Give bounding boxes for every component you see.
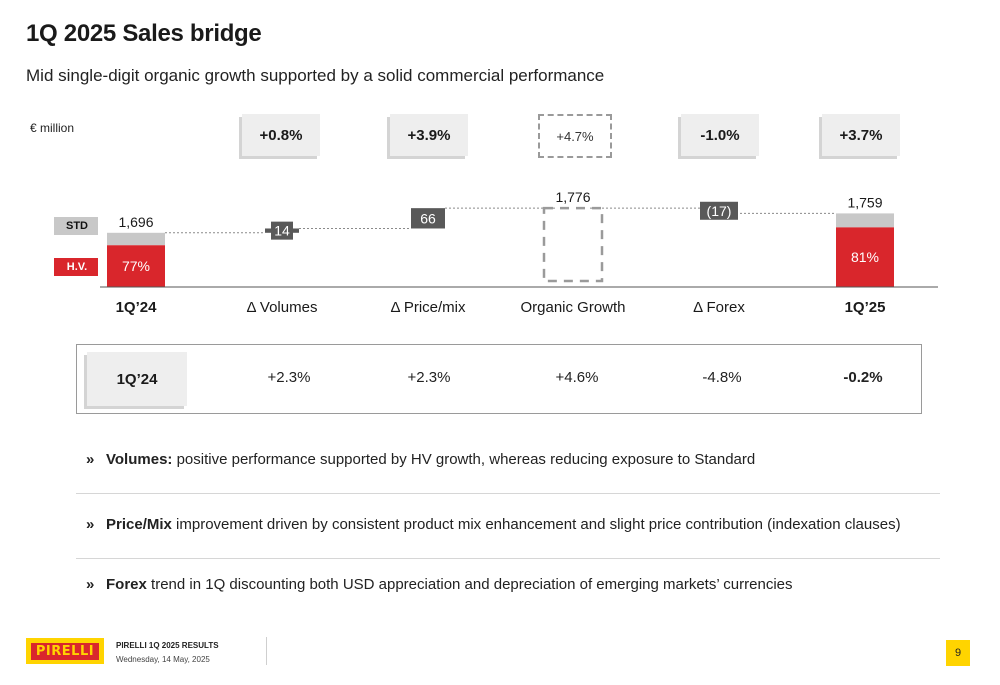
bullet-forex-text: trend in 1Q discounting both USD appreci… xyxy=(146,576,793,593)
sales-bridge-chart: 1,696 77% 14 66 1,776 (17) 1,759 81% 1Q’24 Δ Volu… xyxy=(100,189,938,316)
pricemix-pct-box: +3.9% xyxy=(390,114,468,156)
bar-value-label: 1,759 xyxy=(847,194,882,210)
delta-value-label: (17) xyxy=(707,203,732,219)
growth-pricemix: +2.3% xyxy=(407,369,451,386)
bullet-pricemix-key: Price/Mix xyxy=(106,516,172,533)
bullet-volumes-key: Volumes: xyxy=(106,451,173,468)
footer-date: Wednesday, 14 May, 2025 xyxy=(116,655,210,664)
std-bar-segment xyxy=(836,213,894,228)
chevron-right-icon: » xyxy=(86,516,95,533)
unit-label: € million xyxy=(30,121,75,135)
bullet-pricemix: » Price/Mix improvement driven by consist… xyxy=(86,516,901,533)
growth-volumes: +2.3% xyxy=(267,369,311,386)
organic-growth-dashed-bar xyxy=(542,206,604,283)
pirelli-logo-text: PIRELLI xyxy=(30,642,100,660)
delta-label-box xyxy=(700,201,738,220)
pirelli-logo: PIRELLI xyxy=(26,638,104,664)
organic-growth-table: 1Q’24 +2.3% +2.3% +4.6% -4.8% -0.2% xyxy=(76,344,922,414)
growth-organic: +4.6% xyxy=(555,369,599,386)
footer-divider xyxy=(266,637,267,665)
page-number: 9 xyxy=(946,640,970,666)
bar-value-label: 1,776 xyxy=(555,189,590,205)
bullet-forex: » Forex trend in 1Q discounting both USD … xyxy=(86,576,793,593)
divider xyxy=(76,493,940,494)
x-axis-tick-label: Δ Forex xyxy=(693,299,745,316)
bullet-volumes: » Volumes: positive performance supported… xyxy=(86,451,755,468)
organic-pct-box: +4.7% xyxy=(538,114,612,158)
delta-value-label: 66 xyxy=(420,210,436,226)
footer-report-title: PIRELLI 1Q 2025 RESULTS xyxy=(116,641,219,650)
growth-table-label: 1Q’24 xyxy=(87,352,187,406)
organic-pct-label: +4.7% xyxy=(556,128,594,144)
x-axis-tick-label: 1Q’25 xyxy=(845,299,886,316)
delta-label-box xyxy=(271,221,293,240)
legend-hv: H.V. xyxy=(54,258,98,276)
hv-bar-segment xyxy=(107,245,165,287)
x-axis-tick-label: Δ Price/mix xyxy=(390,299,466,316)
legend-std: STD xyxy=(54,217,98,235)
page-title: 1Q 2025 Sales bridge xyxy=(26,20,262,47)
delta-value-label: 14 xyxy=(274,223,290,239)
divider xyxy=(76,558,940,559)
total-pct-box: +3.7% xyxy=(822,114,900,156)
forex-pct-box: -1.0% xyxy=(681,114,759,156)
bullet-pricemix-text: improvement driven by consistent product… xyxy=(171,516,901,533)
x-axis-tick-label: Δ Volumes xyxy=(247,299,318,316)
total-pct-label: +3.7% xyxy=(839,126,883,144)
pricemix-pct-label: +3.9% xyxy=(407,126,451,144)
page-subtitle: Mid single-digit organic growth supporte… xyxy=(26,66,605,85)
volumes-pct-box: +0.8% xyxy=(242,114,320,156)
x-axis-tick-label: 1Q’24 xyxy=(116,299,158,316)
hv-share-label: 77% xyxy=(122,258,150,274)
chevron-right-icon: » xyxy=(86,576,95,593)
x-axis-tick-label: Organic Growth xyxy=(520,299,625,316)
chevron-right-icon: » xyxy=(86,451,95,468)
std-bar-segment xyxy=(107,232,165,246)
hv-share-label: 81% xyxy=(851,249,879,265)
growth-total: -0.2% xyxy=(843,369,883,386)
delta-label-box xyxy=(417,209,439,228)
bar-value-label: 1,696 xyxy=(118,214,153,230)
forex-pct-label: -1.0% xyxy=(700,126,740,144)
hv-bar-segment xyxy=(836,227,894,287)
bullet-forex-key: Forex xyxy=(106,576,147,593)
volumes-pct-label: +0.8% xyxy=(259,126,303,144)
bullet-volumes-text: positive performance supported by HV gro… xyxy=(172,451,756,468)
growth-forex: -4.8% xyxy=(702,369,742,386)
